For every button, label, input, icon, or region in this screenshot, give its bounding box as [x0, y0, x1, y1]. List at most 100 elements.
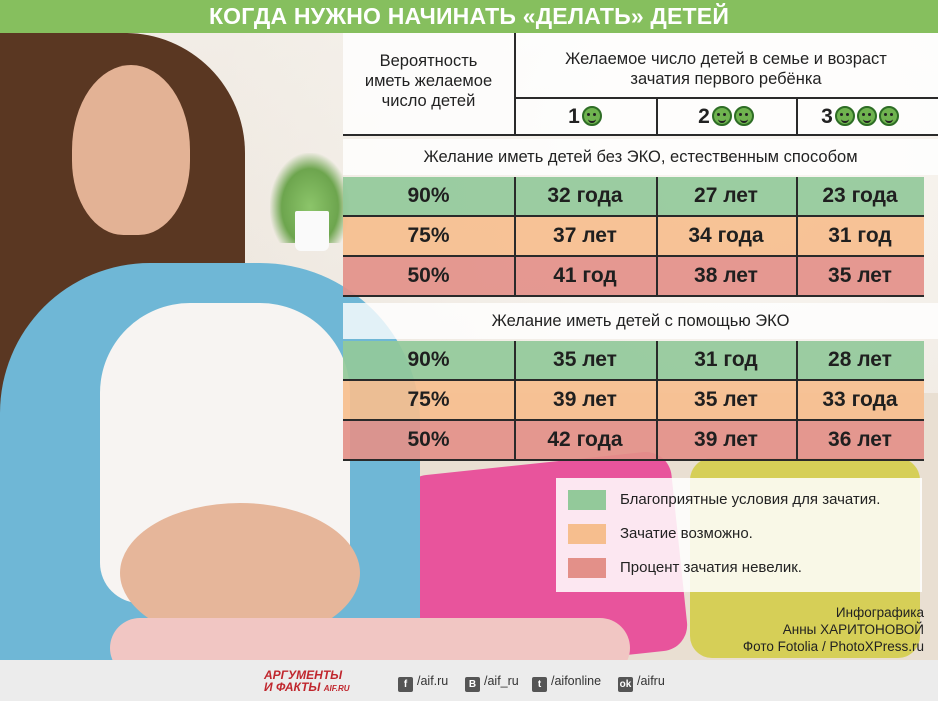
credit-line: Инфографика — [835, 605, 924, 620]
age-cell: 36 лет — [828, 428, 892, 451]
vkontakte-icon: B — [465, 677, 480, 692]
child-face-icon — [711, 106, 732, 126]
probability-header-line: число детей — [381, 92, 476, 110]
age-cell: 31 год — [828, 224, 892, 247]
logo-line1: АРГУМЕНТЫ — [264, 668, 343, 682]
table-row-bg — [343, 217, 924, 255]
age-cell: 37 лет — [553, 224, 617, 247]
column-divider — [514, 341, 516, 461]
table-row-bg — [343, 177, 924, 215]
column-divider — [796, 341, 798, 461]
age-cell: 41 год — [553, 264, 617, 287]
children-count-label: 2 — [698, 105, 710, 128]
header-divider — [514, 33, 516, 135]
legend-swatch-possible — [568, 524, 606, 544]
plant-pot — [295, 211, 329, 251]
header-divider — [796, 97, 798, 135]
table-row-bg — [343, 381, 924, 419]
age-table: Вероятность иметь желаемое число детей Жела… — [343, 33, 938, 465]
age-cell: 39 лет — [553, 388, 617, 411]
credit-line: Анны ХАРИТОНОВОЙ — [782, 622, 924, 637]
woman-face — [72, 65, 190, 235]
age-cell: 27 лет — [694, 184, 758, 207]
social-link[interactable]: t/aifonline — [532, 674, 601, 692]
row-divider — [343, 255, 924, 257]
probability-cell: 75% — [407, 224, 450, 247]
child-face-icon — [733, 106, 754, 126]
credit-line: Фото Fotolia / PhotoXPress.ru — [742, 639, 924, 654]
legend-swatch-low — [568, 558, 606, 578]
column-divider — [656, 341, 658, 461]
age-cell: 33 года — [822, 388, 898, 411]
age-cell: 31 год — [694, 348, 758, 371]
social-link[interactable]: B/aif_ru — [465, 674, 519, 692]
row-divider — [343, 419, 924, 421]
age-cell: 32 года — [547, 184, 623, 207]
row-divider — [343, 295, 924, 297]
table-row-bg — [343, 421, 924, 459]
column-divider — [656, 177, 658, 297]
header-divider — [343, 134, 938, 136]
age-cell: 35 лет — [694, 388, 758, 411]
woman-pants — [110, 618, 630, 660]
row-divider — [343, 379, 924, 381]
probability-cell: 90% — [407, 184, 450, 207]
legend-label: Зачатие возможно. — [620, 525, 753, 542]
section-title: Желание иметь детей с помощью ЭКО — [343, 303, 938, 339]
probability-cell: 75% — [407, 388, 450, 411]
header-divider — [656, 97, 658, 135]
children-count-1: 1 — [514, 104, 656, 130]
age-cell: 34 года — [688, 224, 764, 247]
odnoklassniki-icon: ok — [618, 677, 633, 692]
age-cell: 23 года — [822, 184, 898, 207]
desired-count-header-line: зачатия первого ребёнка — [630, 70, 822, 88]
legend-swatch-favorable — [568, 490, 606, 510]
social-handle: /aif.ru — [417, 674, 449, 688]
probability-cell: 50% — [407, 428, 450, 451]
age-cell: 35 лет — [553, 348, 617, 371]
table-row-bg — [343, 257, 924, 295]
section-title: Желание иметь детей без ЭКО, естественны… — [343, 139, 938, 175]
age-cell: 42 года — [547, 428, 623, 451]
children-count-2: 2 — [656, 104, 796, 130]
age-cell: 38 лет — [694, 264, 758, 287]
legend-label: Благоприятные условия для зачатия. — [620, 491, 881, 508]
table-row-bg — [343, 341, 924, 379]
header-divider — [514, 97, 938, 99]
social-link[interactable]: ok/aifru — [618, 674, 665, 692]
social-link[interactable]: f/aif.ru — [398, 674, 448, 692]
column-divider — [514, 177, 516, 297]
children-count-3: 3 — [796, 104, 924, 130]
logo-domain: AIF.RU — [323, 684, 350, 693]
legend: Благоприятные условия для зачатия. Зачати… — [556, 478, 922, 592]
column-divider — [796, 177, 798, 297]
logo-line2-text: И ФАКТЫ — [264, 680, 321, 694]
page-title: КОГДА НУЖНО НАЧИНАТЬ «ДЕЛАТЬ» ДЕТЕЙ — [0, 0, 938, 33]
age-cell: 39 лет — [694, 428, 758, 451]
probability-header-line: Вероятность — [379, 52, 478, 70]
child-face-icon — [856, 106, 877, 126]
age-cell: 28 лет — [828, 348, 892, 371]
legend-label: Процент зачатия невелик. — [620, 559, 802, 576]
social-handle: /aif_ru — [484, 674, 519, 688]
twitter-icon: t — [532, 677, 547, 692]
child-face-icon — [878, 106, 899, 126]
social-handle: /aifonline — [551, 674, 602, 688]
children-count-label: 3 — [821, 105, 833, 128]
facebook-icon: f — [398, 677, 413, 692]
children-count-label: 1 — [568, 105, 580, 128]
logo-line2: И ФАКТЫ AIF.RU — [264, 680, 350, 694]
credits: Инфографика Анны ХАРИТОНОВОЙ Фото Fotoli… — [743, 604, 924, 655]
probability-cell: 50% — [407, 264, 450, 287]
social-handle: /aifru — [637, 674, 665, 688]
child-face-icon — [581, 106, 602, 126]
child-face-icon — [834, 106, 855, 126]
age-cell: 35 лет — [828, 264, 892, 287]
row-divider — [343, 215, 924, 217]
row-divider — [343, 459, 924, 461]
footer: АРГУМЕНТЫ И ФАКТЫ AIF.RU f/aif.ru B/aif_r… — [0, 660, 938, 701]
aif-logo[interactable]: АРГУМЕНТЫ И ФАКТЫ AIF.RU — [264, 668, 360, 694]
probability-cell: 90% — [407, 348, 450, 371]
desired-count-header-line: Желаемое число детей в семье и возраст — [565, 50, 887, 68]
probability-header-line: иметь желаемое — [364, 72, 493, 90]
